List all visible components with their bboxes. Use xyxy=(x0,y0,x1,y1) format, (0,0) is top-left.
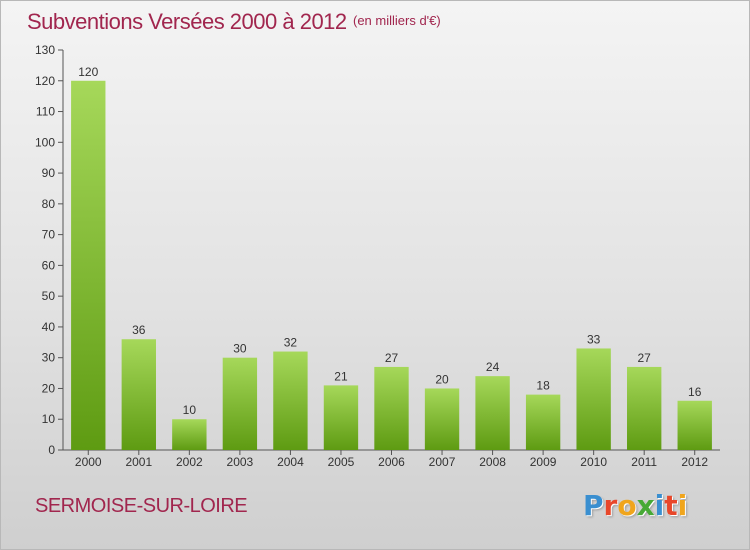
data-label: 24 xyxy=(486,360,500,374)
location-label: SERMOISE-SUR-LOIRE xyxy=(35,495,248,517)
x-tick-label: 2003 xyxy=(227,455,254,469)
x-tick-label: 2009 xyxy=(530,455,557,469)
x-tick-label: 2011 xyxy=(631,455,657,469)
bars: 120 36 10 30 32 21 27 20 24 18 33 27 16 xyxy=(71,65,712,451)
bar xyxy=(71,80,106,451)
y-tick-label: 0 xyxy=(48,443,55,457)
x-tick-label: 2000 xyxy=(75,455,102,469)
bar xyxy=(172,419,207,450)
bar xyxy=(273,351,308,450)
data-label: 16 xyxy=(688,385,702,399)
y-tick-label: 70 xyxy=(42,228,56,242)
y-tick-label: 130 xyxy=(35,43,55,57)
x-tick-label: 2005 xyxy=(328,455,355,469)
chart-title: Subventions Versées 2000 à 2012 xyxy=(27,9,347,34)
x-tick-label: 2012 xyxy=(681,455,708,469)
logo-letter: i xyxy=(677,489,688,522)
logo-letter: x xyxy=(636,489,655,522)
x-tick-label: 2002 xyxy=(176,455,203,469)
x-tick-label: 2010 xyxy=(580,455,607,469)
data-label: 30 xyxy=(233,342,247,356)
data-label: 32 xyxy=(284,336,298,350)
data-label: 10 xyxy=(183,403,197,417)
data-label: 120 xyxy=(78,65,98,79)
logo-letter: P xyxy=(583,489,604,522)
data-label: 36 xyxy=(132,323,146,337)
y-tick-label: 40 xyxy=(42,320,56,334)
logo-letter: t xyxy=(664,489,678,522)
bar xyxy=(576,348,611,450)
logo-letter: i xyxy=(654,489,665,522)
bar xyxy=(374,366,409,450)
y-tick-label: 90 xyxy=(42,166,56,180)
y-tick-label: 60 xyxy=(42,258,56,272)
bar xyxy=(677,400,712,450)
bar xyxy=(121,339,156,450)
data-label: 27 xyxy=(638,351,652,365)
proxiti-logo: Proxiti xyxy=(583,489,687,522)
bar xyxy=(424,388,460,450)
y-tick-label: 80 xyxy=(42,197,56,211)
y-tick-label: 30 xyxy=(42,351,56,365)
chart-subtitle: (en milliers d'€) xyxy=(353,13,441,28)
y-tick-label: 10 xyxy=(42,412,56,426)
y-tick-label: 110 xyxy=(36,105,55,119)
bar xyxy=(323,385,359,450)
data-label: 27 xyxy=(385,351,399,365)
bar xyxy=(222,357,258,450)
bar xyxy=(525,394,561,450)
data-label: 33 xyxy=(587,332,601,346)
logo-letter: r xyxy=(603,489,618,522)
x-tick-label: 2001 xyxy=(125,455,152,469)
y-tick-label: 50 xyxy=(42,289,56,303)
logo-letter: o xyxy=(617,489,637,522)
axes: 0 10 20 30 40 50 60 70 80 90 100 110 120 130 2000 2001 2… xyxy=(35,43,720,469)
data-label: 18 xyxy=(536,379,550,393)
data-label: 20 xyxy=(435,372,449,386)
y-tick-label: 100 xyxy=(35,135,55,149)
data-label: 21 xyxy=(334,369,348,383)
x-tick-label: 2007 xyxy=(429,455,456,469)
bar xyxy=(475,376,510,450)
y-tick-label: 20 xyxy=(42,381,56,395)
x-tick-label: 2004 xyxy=(277,455,304,469)
bar xyxy=(627,366,662,450)
x-tick-label: 2006 xyxy=(378,455,405,469)
x-tick-label: 2008 xyxy=(479,455,506,469)
y-tick-label: 120 xyxy=(35,74,55,88)
